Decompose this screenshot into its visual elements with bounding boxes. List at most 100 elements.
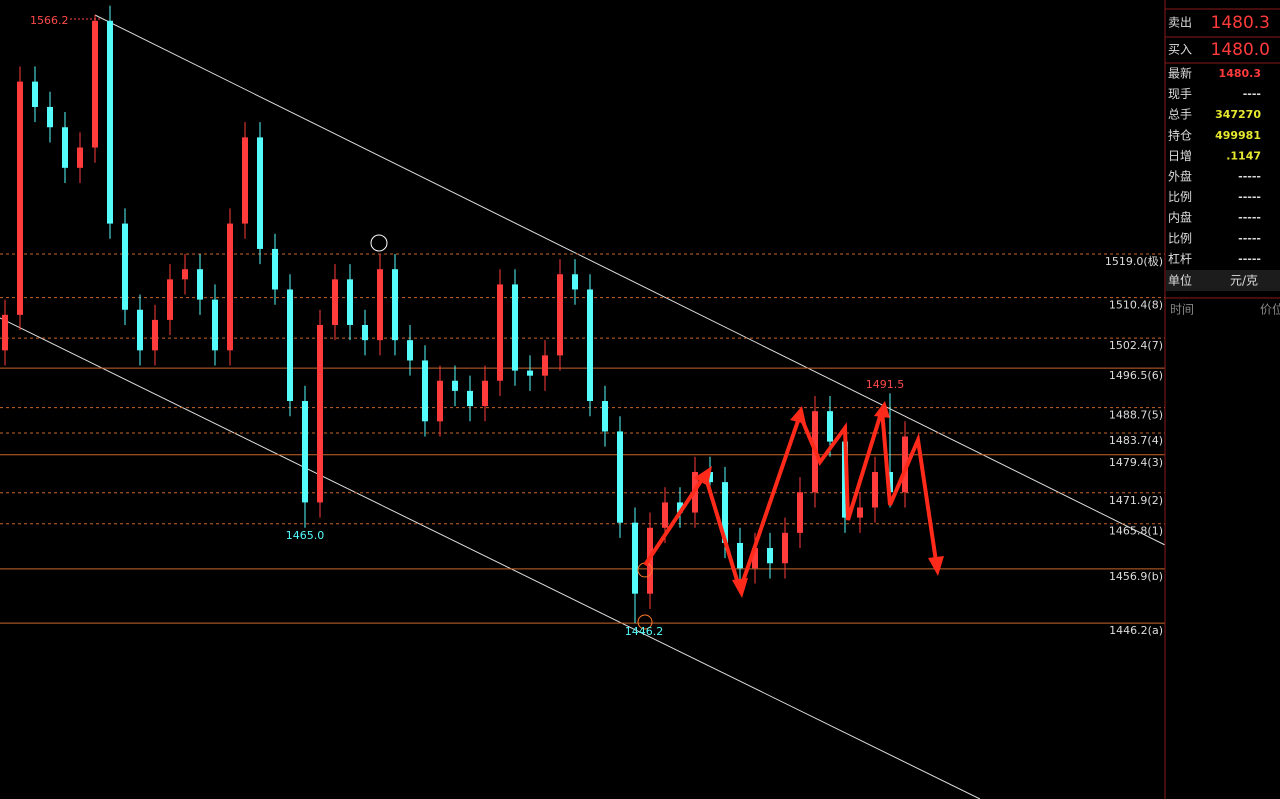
forecast-arrows xyxy=(643,409,939,591)
level-label: 1488.7(5) xyxy=(1109,409,1163,422)
arrow-head xyxy=(790,406,806,424)
candle-body xyxy=(362,324,368,341)
row-value: ---- xyxy=(1243,88,1261,101)
candle-body xyxy=(347,279,353,325)
candle-body xyxy=(257,137,263,249)
candle-body xyxy=(212,299,218,351)
row-label: 持仓 xyxy=(1168,127,1192,142)
candle-body xyxy=(317,324,323,503)
candle-body xyxy=(707,471,713,483)
candle-body xyxy=(287,289,293,402)
arrow xyxy=(798,409,939,569)
row-value: 347270 xyxy=(1215,108,1261,121)
price-header: 价位 xyxy=(1260,302,1280,317)
marker-circle xyxy=(637,614,653,630)
arrow xyxy=(643,473,707,567)
candle-body xyxy=(602,401,608,432)
candle-body xyxy=(572,274,578,290)
overlay: 1566.2 1465.0 1491.5 1446.2 xyxy=(30,14,944,638)
level-label: 1483.7(4) xyxy=(1109,434,1163,447)
candle-body xyxy=(662,502,668,528)
candle-body xyxy=(377,269,383,341)
level-label: 1446.2(a) xyxy=(1109,624,1163,637)
arrow-head xyxy=(732,578,748,598)
candle-body xyxy=(182,269,188,280)
row-label: 比例 xyxy=(1168,190,1192,204)
candle-body xyxy=(512,284,518,371)
candle-body xyxy=(197,269,203,300)
candle-body xyxy=(722,482,728,543)
candle-body xyxy=(767,548,773,564)
candle-body xyxy=(32,81,38,107)
row-value: ----- xyxy=(1238,191,1261,204)
arrow-head xyxy=(928,556,944,576)
candle-body xyxy=(17,81,23,315)
candle-body xyxy=(872,471,878,508)
candle-body xyxy=(272,248,278,290)
candle-body xyxy=(737,542,743,569)
unit-value: 元/克 xyxy=(1230,274,1258,288)
candle-body xyxy=(227,223,233,351)
candle-body xyxy=(167,279,173,320)
candle-body xyxy=(437,380,443,422)
annotation: 1465.0 xyxy=(286,529,325,542)
row-value: ----- xyxy=(1238,170,1261,183)
row-label: 日增 xyxy=(1168,149,1192,163)
time-header: 时间 xyxy=(1170,303,1194,317)
annotation: 1491.5 xyxy=(866,378,905,391)
unit-row-bg xyxy=(1166,270,1280,291)
level-label: 1479.4(3) xyxy=(1109,456,1163,469)
arrow-head xyxy=(694,466,712,486)
candle-body xyxy=(752,548,758,569)
row-label: 总手 xyxy=(1168,108,1192,122)
row-value: ----- xyxy=(1238,232,1261,245)
level-label: 1456.9(b) xyxy=(1109,570,1163,583)
candle-body xyxy=(107,20,113,224)
channel-lower xyxy=(0,317,981,799)
candle-body xyxy=(677,502,683,513)
row-value: 1480.3 xyxy=(1219,67,1261,80)
row-value: ----- xyxy=(1238,211,1261,224)
sell-label: 卖出 xyxy=(1168,16,1192,30)
sell-price: 1480.3 xyxy=(1211,13,1270,33)
candle-body xyxy=(782,532,788,564)
buy-label: 买入 xyxy=(1168,43,1192,57)
quote-rows: 最新 1480.3 现手 ---- 总手 347270 持仓 499981 日增 .1147 外盘 -… xyxy=(1168,66,1261,266)
candle-body xyxy=(152,319,158,351)
channel-upper xyxy=(94,14,1166,546)
level-label: 1496.5(6) xyxy=(1109,369,1163,382)
row-label: 比例 xyxy=(1168,231,1192,245)
candle-body xyxy=(47,106,53,128)
candle-body xyxy=(497,284,503,381)
candle-body xyxy=(467,390,473,407)
row-value: .1147 xyxy=(1226,149,1261,162)
arrow xyxy=(703,474,742,591)
quote-panel: 卖出 1480.3 买入 1480.0 最新 1480.3 现手 ---- 总手 3472… xyxy=(1164,0,1280,799)
candle-body xyxy=(392,269,398,341)
candle-body xyxy=(587,289,593,402)
marker-circle xyxy=(370,234,388,252)
level-label: 1519.0(极) xyxy=(1105,254,1163,268)
candle-body xyxy=(827,411,833,442)
candle-body xyxy=(632,522,638,594)
unit-label: 单位 xyxy=(1168,273,1192,288)
candle-body xyxy=(857,507,863,518)
buy-price: 1480.0 xyxy=(1211,40,1270,60)
candle-body xyxy=(242,137,248,224)
candle-body xyxy=(62,127,68,168)
candle-body xyxy=(557,274,563,356)
arrow xyxy=(738,414,802,591)
candle-body xyxy=(542,355,548,376)
row-value: ----- xyxy=(1238,252,1261,265)
candle-body xyxy=(617,431,623,523)
row-label: 现手 xyxy=(1168,87,1192,101)
row-value: 499981 xyxy=(1215,129,1261,142)
candle-body xyxy=(902,436,908,493)
candle-body xyxy=(527,370,533,376)
candle-body xyxy=(137,309,143,351)
candle-body xyxy=(482,380,488,407)
arrow-head xyxy=(874,401,890,418)
candle-body xyxy=(332,279,338,325)
